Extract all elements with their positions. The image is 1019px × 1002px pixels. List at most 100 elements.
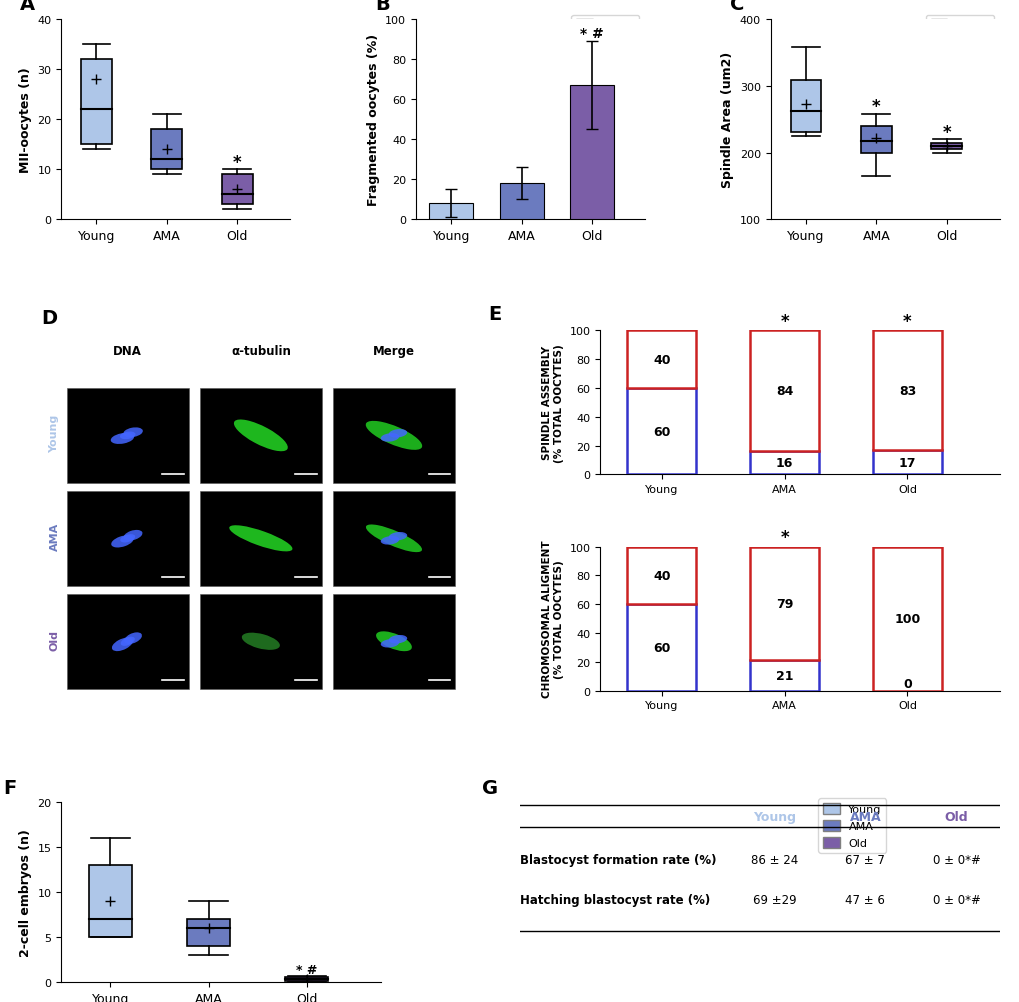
Text: 100: 100 — [894, 612, 920, 625]
Bar — [332, 389, 454, 483]
Text: B: B — [374, 0, 389, 14]
Bar — [66, 491, 189, 586]
Text: E: E — [488, 305, 501, 324]
Ellipse shape — [124, 632, 142, 644]
Legend: Young, AMA, Old: Young, AMA, Old — [571, 16, 639, 70]
Legend: Young, AMA, Old: Young, AMA, Old — [925, 16, 994, 70]
Bar — [872, 451, 942, 475]
Text: Young: Young — [50, 415, 59, 453]
Ellipse shape — [366, 525, 422, 552]
Bar — [872, 331, 942, 451]
Text: 0: 0 — [902, 677, 911, 690]
Ellipse shape — [123, 530, 143, 541]
Text: 67 ± 7: 67 ± 7 — [845, 853, 884, 866]
Bar — [749, 452, 818, 475]
Ellipse shape — [380, 639, 398, 648]
Text: 40: 40 — [652, 354, 669, 367]
Text: F: F — [4, 778, 17, 797]
Bar — [749, 660, 818, 691]
Bar — [749, 547, 818, 660]
Ellipse shape — [111, 536, 133, 548]
Text: *: * — [780, 529, 788, 547]
Bar — [66, 594, 189, 689]
Text: 0 ± 0*#: 0 ± 0*# — [931, 853, 979, 866]
Bar — [930, 143, 961, 150]
Text: Old: Old — [50, 629, 59, 650]
Ellipse shape — [123, 428, 143, 438]
Bar — [627, 389, 696, 475]
Text: Old: Old — [944, 810, 967, 823]
Text: 47 ± 6: 47 ± 6 — [845, 893, 884, 906]
Ellipse shape — [229, 526, 292, 552]
Bar — [499, 184, 543, 220]
Text: 0 ± 0*#: 0 ± 0*# — [931, 893, 979, 906]
Y-axis label: MII-oocytes (n): MII-oocytes (n) — [18, 67, 32, 173]
Bar — [200, 491, 322, 586]
Text: α-tubulin: α-tubulin — [230, 345, 290, 358]
Bar — [200, 594, 322, 689]
Ellipse shape — [366, 422, 422, 450]
Text: C: C — [729, 0, 743, 14]
Text: *: * — [871, 98, 879, 116]
Bar — [749, 331, 818, 452]
Y-axis label: SPINDLE ASSEMBLY
(% TOTAL OOCYTES): SPINDLE ASSEMBLY (% TOTAL OOCYTES) — [542, 344, 564, 462]
Text: 17: 17 — [898, 456, 915, 469]
Y-axis label: CHROMOSOMAL ALIGMENT
(% TOTAL OOCYTES): CHROMOSOMAL ALIGMENT (% TOTAL OOCYTES) — [542, 540, 564, 697]
Text: D: D — [41, 309, 57, 328]
Bar — [285, 978, 328, 981]
Text: 60: 60 — [652, 641, 669, 654]
Ellipse shape — [388, 532, 407, 541]
Text: *: * — [780, 313, 788, 331]
Bar — [860, 126, 891, 153]
Bar — [790, 81, 820, 133]
Bar — [200, 389, 322, 483]
Ellipse shape — [120, 637, 135, 646]
Bar — [186, 919, 230, 946]
Ellipse shape — [376, 631, 412, 651]
Ellipse shape — [120, 535, 136, 543]
Bar — [627, 331, 696, 389]
Text: Blastocyst formation rate (%): Blastocyst formation rate (%) — [520, 853, 716, 866]
Text: DNA: DNA — [113, 345, 142, 358]
Bar — [627, 547, 696, 604]
Bar — [66, 389, 189, 483]
Text: AMA: AMA — [50, 523, 59, 551]
Text: 83: 83 — [898, 385, 915, 397]
Ellipse shape — [120, 432, 136, 440]
Y-axis label: Spindle Area (um2): Spindle Area (um2) — [720, 52, 734, 188]
Text: AMA: AMA — [849, 810, 880, 823]
Ellipse shape — [388, 430, 407, 438]
Bar — [429, 204, 473, 220]
Text: *: * — [232, 153, 242, 171]
Ellipse shape — [380, 537, 398, 545]
Ellipse shape — [242, 633, 279, 650]
Bar — [151, 130, 182, 170]
Text: * #: * # — [580, 27, 603, 41]
Text: Merge: Merge — [373, 345, 415, 358]
Text: A: A — [20, 0, 35, 14]
Bar — [332, 491, 454, 586]
Bar — [570, 86, 613, 220]
Ellipse shape — [380, 434, 398, 442]
Bar — [332, 594, 454, 689]
Text: *: * — [902, 313, 911, 331]
Ellipse shape — [388, 635, 407, 644]
Legend: Young, AMA, Old: Young, AMA, Old — [817, 799, 886, 853]
Ellipse shape — [233, 420, 287, 452]
Text: Young: Young — [752, 810, 795, 823]
Ellipse shape — [111, 434, 133, 445]
Text: 79: 79 — [775, 597, 793, 610]
Text: Hatching blastocyst rate (%): Hatching blastocyst rate (%) — [520, 893, 710, 906]
Text: *: * — [942, 123, 950, 141]
Text: 16: 16 — [775, 457, 793, 470]
Ellipse shape — [112, 638, 132, 651]
Bar — [222, 175, 253, 205]
Text: 86 ± 24: 86 ± 24 — [750, 853, 797, 866]
Bar — [81, 60, 112, 145]
Y-axis label: Fragmented oocytes (%): Fragmented oocytes (%) — [366, 34, 379, 206]
Text: 69 ±29: 69 ±29 — [752, 893, 796, 906]
Text: G: G — [482, 778, 497, 797]
Text: * #: * # — [296, 963, 317, 976]
Text: 40: 40 — [652, 569, 669, 582]
Y-axis label: 2-cell embryos (n): 2-cell embryos (n) — [18, 828, 32, 956]
